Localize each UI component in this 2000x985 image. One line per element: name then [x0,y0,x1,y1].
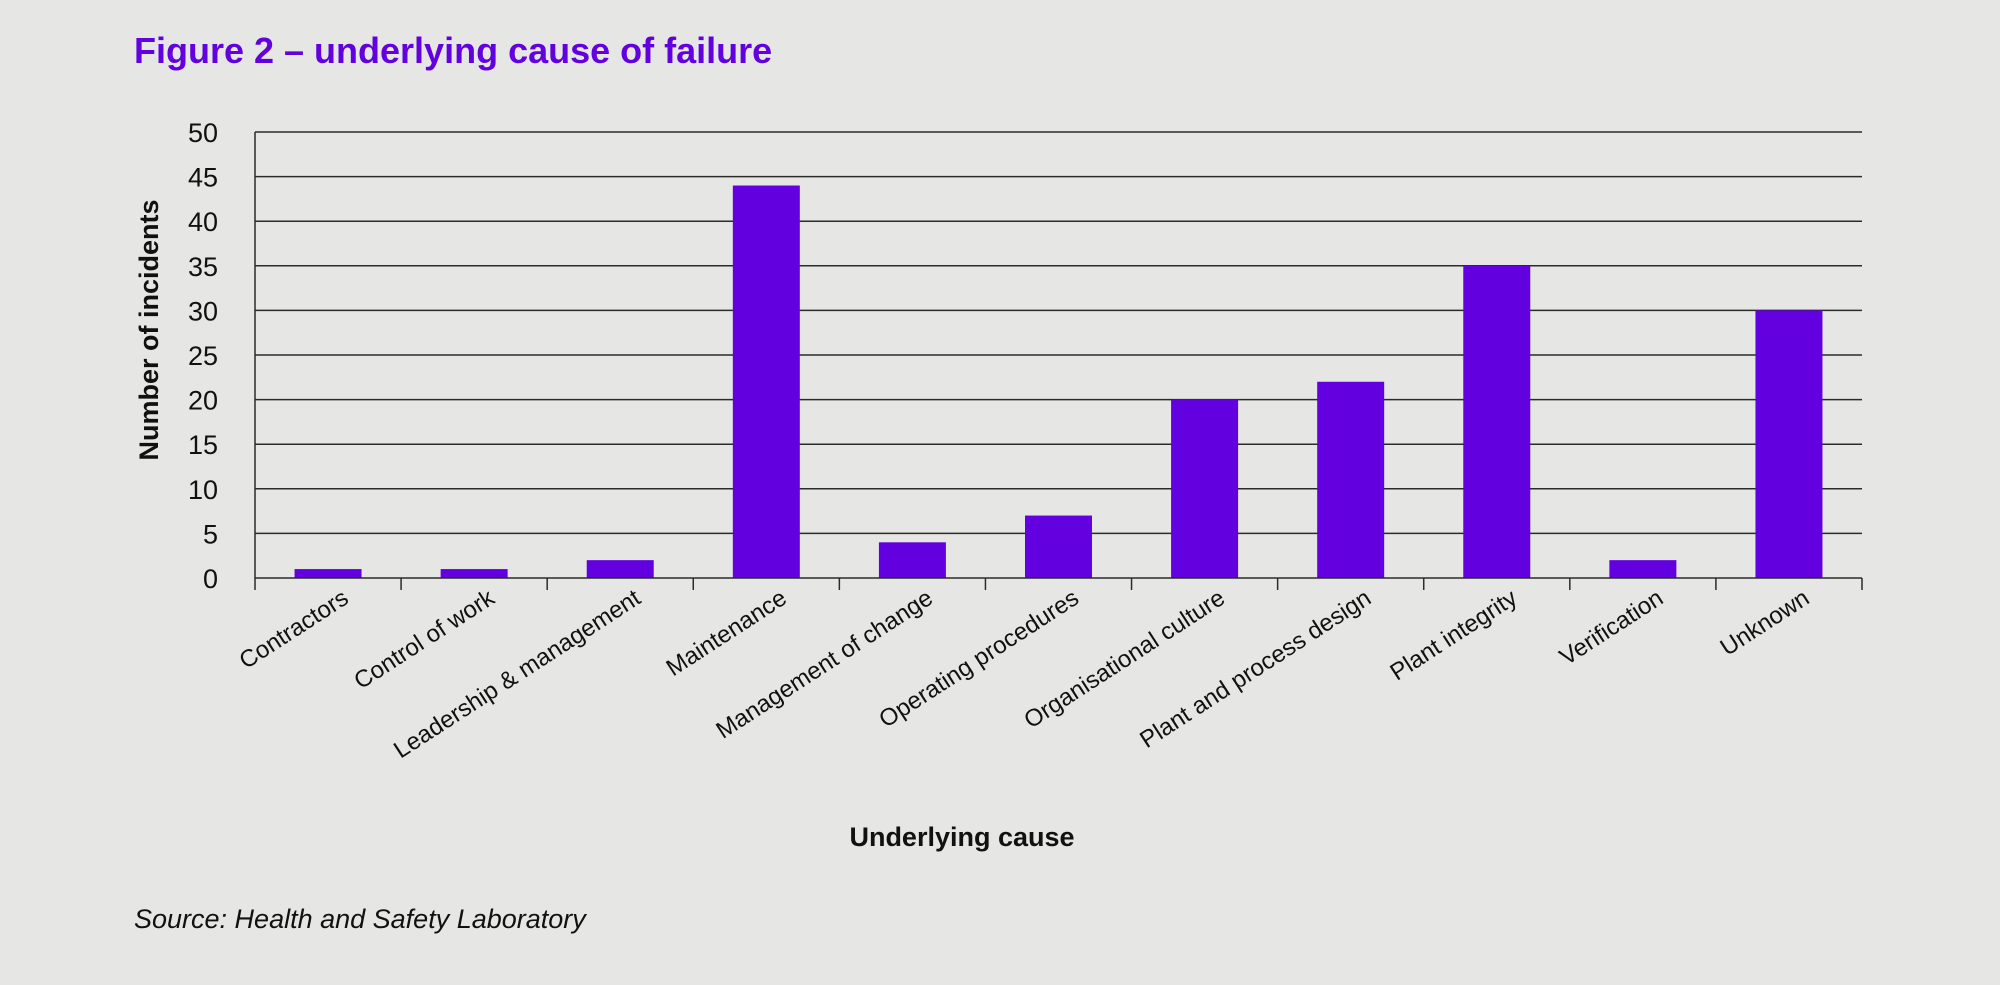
y-tick-label: 10 [188,475,218,505]
bar [1171,399,1239,578]
y-tick-label: 25 [188,341,218,371]
chart-title: Figure 2 – underlying cause of failure [134,30,773,71]
bar [294,569,362,578]
bar [1317,381,1385,578]
gridlines [255,131,1862,535]
bar [1025,515,1092,578]
y-tick-label: 30 [188,296,218,326]
x-tick-label: Leadership & management [389,584,646,764]
x-tick-label: Maintenance [662,584,792,681]
bar [586,560,654,578]
bars [294,185,1823,578]
bar [1609,560,1677,578]
y-tick-label: 5 [203,519,218,549]
y-tick-label: 45 [188,163,218,193]
x-axis [254,132,1863,590]
y-tick-label: 15 [188,430,218,460]
x-tick-label: Control of work [349,584,500,695]
bar [440,569,508,578]
y-tick-label: 0 [203,564,218,594]
x-axis-title: Underlying cause [849,822,1074,852]
source-note: Source: Health and Safety Laboratory [134,904,586,934]
bar [1463,265,1531,578]
bar [732,185,800,578]
x-tick-label: Plant and process design [1135,584,1376,753]
bar [1755,310,1823,578]
y-tick-label: 50 [188,118,218,148]
x-tick-label: Plant integrity [1385,584,1522,686]
y-tick-label: 40 [188,207,218,237]
y-axis-ticks: 0 5 10 15 20 25 30 35 40 45 50 [188,118,218,594]
x-tick-label: Contractors [235,584,354,674]
bar [878,542,946,578]
x-tick-label: Verification [1555,584,1668,671]
y-axis-title: Number of incidents [134,199,164,460]
y-tick-label: 35 [188,252,218,282]
y-tick-label: 20 [188,386,218,416]
x-tick-label: Unknown [1716,584,1815,661]
